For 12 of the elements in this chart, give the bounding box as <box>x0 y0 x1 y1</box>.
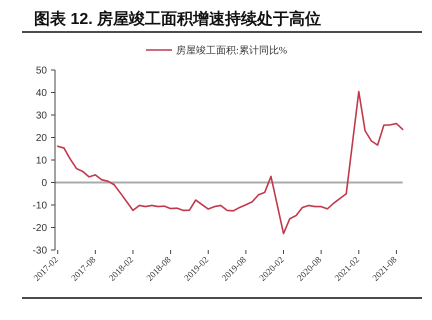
y-tick-label: -20 <box>32 223 48 234</box>
y-tick-label: 20 <box>36 133 48 144</box>
line-series <box>56 90 404 234</box>
legend-label: 房屋竣工面积:累计同比% <box>176 44 288 56</box>
y-tick-label: 50 <box>36 66 48 76</box>
y-tick-label: 30 <box>36 110 48 122</box>
chart-title: 图表 12. 房屋竣工面积增速持续处于高位 <box>34 9 322 28</box>
y-tick-label: -10 <box>32 200 48 212</box>
y-tick-label: 10 <box>36 156 48 166</box>
y-tick-label: 40 <box>36 88 48 99</box>
y-tick-label: -30 <box>32 246 48 256</box>
y-tick-label: 0 <box>41 178 48 189</box>
